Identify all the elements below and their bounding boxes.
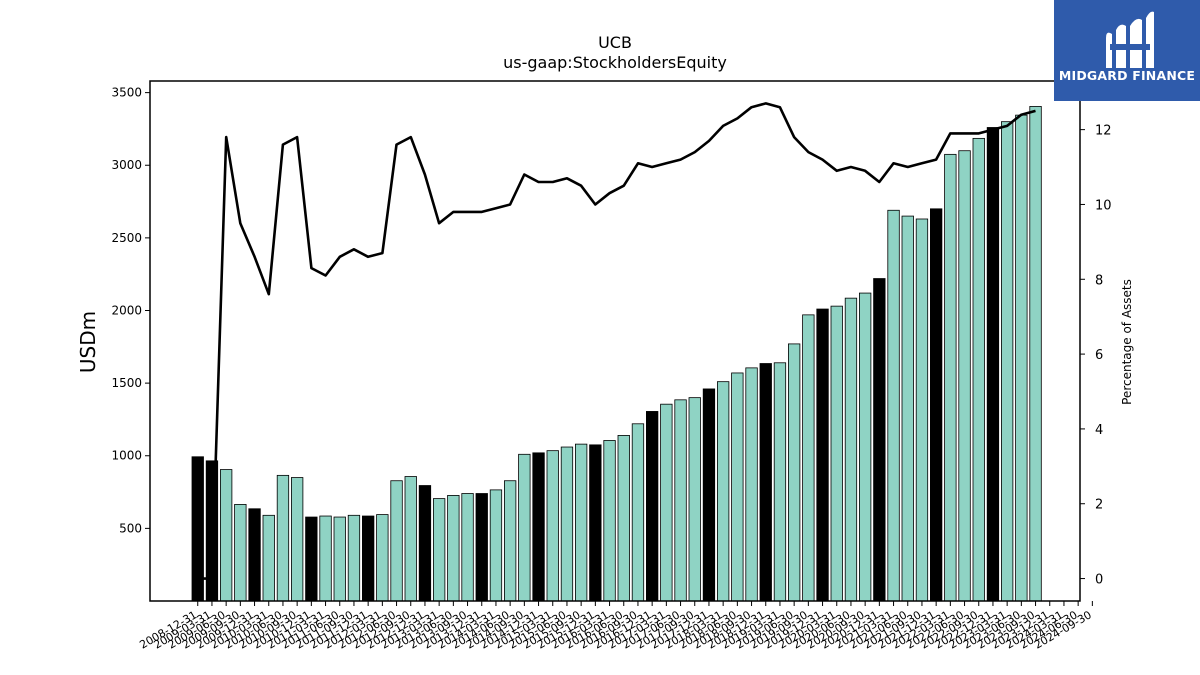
ytick-label: 1500 <box>111 376 142 390</box>
chart-subtitle: us-gaap:StockholdersEquity <box>503 53 727 72</box>
bar-2013-09-30 <box>461 493 474 602</box>
bar-2011-06-30 <box>333 516 346 602</box>
bar-2015-06-30 <box>560 446 574 602</box>
bar-2020-06-30 <box>844 297 858 602</box>
bar-2017-06-30 <box>674 399 687 602</box>
bar-2009-06-30 <box>219 469 233 602</box>
y2tick-label: 12 <box>1095 124 1112 139</box>
bar-2012-03-31 <box>376 514 389 602</box>
bar-2023-09-30 <box>1029 106 1042 602</box>
y2tick-label: 2 <box>1095 498 1103 513</box>
bar-2010-06-30 <box>276 474 290 602</box>
midgard-finance-logo: MIDGARD FINANCE <box>1054 0 1200 101</box>
ytick-label: 3500 <box>111 86 142 100</box>
bar-2022-03-31 <box>944 153 957 602</box>
right-axis-ticks: 0 2 4 6 8 10 12 <box>1080 124 1112 588</box>
bar-2018-09-30 <box>745 367 758 602</box>
bar-2019-03-31 <box>773 362 787 602</box>
bar-2016-09-30 <box>631 423 645 602</box>
bar-2013-06-30 <box>447 495 460 602</box>
bar-2017-03-31 <box>660 403 673 602</box>
bar-2011-09-30 <box>347 514 361 602</box>
bar-2021-09-30 <box>915 218 929 602</box>
percentage-line-path <box>197 102 1036 580</box>
bar-2009-09-30 <box>234 504 247 602</box>
bar-2016-06-30 <box>617 435 630 602</box>
bar-2012-09-30 <box>404 476 417 602</box>
y2tick-label: 6 <box>1095 348 1103 363</box>
bar-2014-12-31 <box>532 452 545 602</box>
bar-2013-12-31 <box>475 493 488 602</box>
y2tick-label: 10 <box>1095 198 1112 213</box>
bar-2012-12-31 <box>418 485 432 602</box>
ytick-label: 2000 <box>111 303 142 317</box>
chart-title: UCB <box>598 33 632 52</box>
bar-2020-09-30 <box>859 292 872 602</box>
bar-2012-06-30 <box>390 480 403 602</box>
percentage-line <box>197 102 1036 580</box>
y2tick-label: 4 <box>1095 423 1103 438</box>
bar-2019-06-30 <box>788 343 801 602</box>
bar-2020-12-31 <box>873 278 886 602</box>
bar-2015-12-31 <box>589 444 602 602</box>
bar-2022-06-30 <box>958 150 971 602</box>
bar-2019-12-31 <box>816 308 829 602</box>
bar-2021-12-31 <box>930 208 943 602</box>
bar-2017-09-30 <box>688 397 701 602</box>
ytick-label: 1000 <box>111 449 142 463</box>
bar-2011-12-31 <box>361 515 375 602</box>
bar-2019-09-30 <box>802 314 815 602</box>
bar-2018-12-31 <box>759 363 772 602</box>
bar-2017-12-31 <box>702 388 716 602</box>
ytick-label: 2500 <box>111 231 142 245</box>
bar-2023-06-30 <box>1015 114 1028 602</box>
ytick-label: 3000 <box>111 158 142 172</box>
bar-2010-09-30 <box>290 477 304 602</box>
bar-2023-03-31 <box>1001 121 1014 602</box>
bar-2009-12-31 <box>248 508 261 602</box>
y2tick-label: 0 <box>1095 573 1103 588</box>
bar-2018-06-30 <box>731 372 744 602</box>
bar-2016-03-31 <box>603 440 616 602</box>
bar-2014-03-31 <box>489 489 503 602</box>
y2tick-label: 8 <box>1095 273 1103 288</box>
bar-2010-12-31 <box>305 516 318 602</box>
bar-2015-09-30 <box>575 443 588 602</box>
bar-2013-03-31 <box>432 498 446 602</box>
y2-axis-label: Percentage of Assets <box>1120 279 1134 405</box>
y-axis-label: USDm <box>76 311 100 373</box>
bar-2018-03-31 <box>717 381 730 602</box>
logo-text: MIDGARD FINANCE <box>1058 68 1196 83</box>
bar-2022-12-31 <box>986 127 1000 602</box>
bars <box>191 106 1042 602</box>
bar-2011-03-31 <box>319 515 332 602</box>
bar-2022-09-30 <box>972 137 985 602</box>
bar-2015-03-31 <box>546 450 559 602</box>
bar-2010-03-31 <box>262 514 275 602</box>
bar-2021-03-31 <box>887 209 900 602</box>
bar-2016-12-31 <box>646 411 659 602</box>
midgard-logo-icon <box>1106 11 1154 69</box>
bar-2014-06-30 <box>503 480 517 602</box>
x-axis-ticks: 2008-12-312009-03-312009-06-302009-09-30… <box>137 601 1094 652</box>
ytick-label: 500 <box>119 521 142 535</box>
bar-2021-06-30 <box>901 215 914 602</box>
bar-2020-03-31 <box>830 305 843 602</box>
plot-frame <box>149 80 1081 602</box>
left-axis-ticks: 500 1000 1500 2000 2500 3000 3500 <box>111 86 150 535</box>
bar-2014-09-30 <box>518 453 531 602</box>
